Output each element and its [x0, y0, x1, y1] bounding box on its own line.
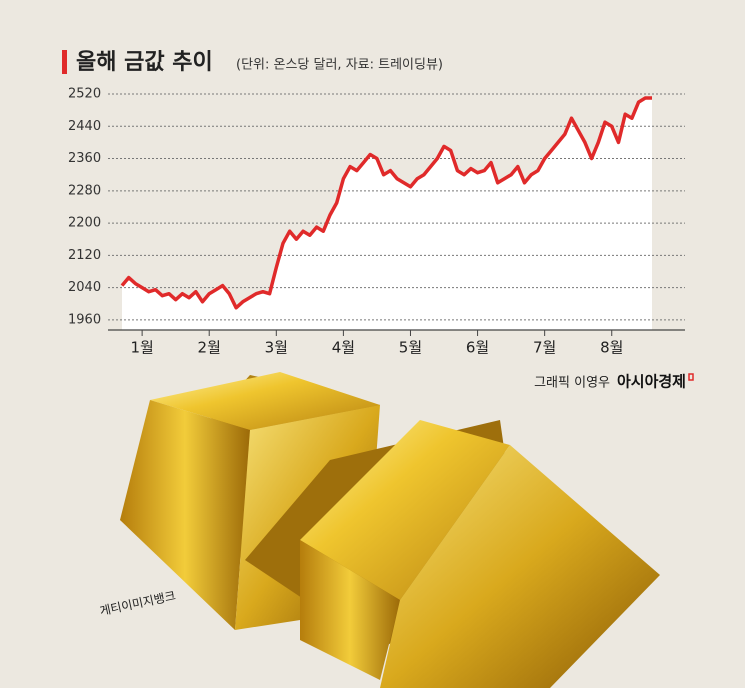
y-tick-label: 2040 [68, 280, 101, 295]
y-tick-label: 2520 [68, 87, 101, 102]
x-tick-label: 5월 [399, 339, 422, 357]
title-bar [62, 50, 67, 74]
credit: 그래픽 이영우 [534, 376, 610, 391]
chart-subtitle: (단위: 온스당 달러, 자료: 트레이딩뷰) [236, 58, 443, 73]
x-tick-label: 2월 [198, 339, 221, 357]
chart-title: 올해 금값 추이 [76, 50, 213, 75]
x-tick-label: 4월 [332, 339, 355, 357]
x-tick-label: 7월 [533, 339, 556, 357]
y-tick-label: 2200 [68, 216, 101, 231]
line [120, 96, 652, 310]
gold-bars [120, 372, 660, 688]
publisher: 아시아경제 [617, 373, 686, 391]
publisher-logo [688, 373, 694, 381]
area [122, 98, 652, 330]
x-tick-label: 6월 [466, 339, 489, 357]
y-tick-label: 2360 [68, 151, 101, 166]
x-tick-label: 8월 [600, 339, 623, 357]
x-tick-label: 3월 [265, 339, 288, 357]
y-tick-label: 1960 [68, 312, 101, 327]
y-tick-label: 2440 [68, 119, 101, 134]
y-tick-label: 2120 [68, 248, 101, 263]
x-tick-label: 1월 [130, 339, 153, 357]
y-tick-label: 2280 [68, 183, 101, 198]
